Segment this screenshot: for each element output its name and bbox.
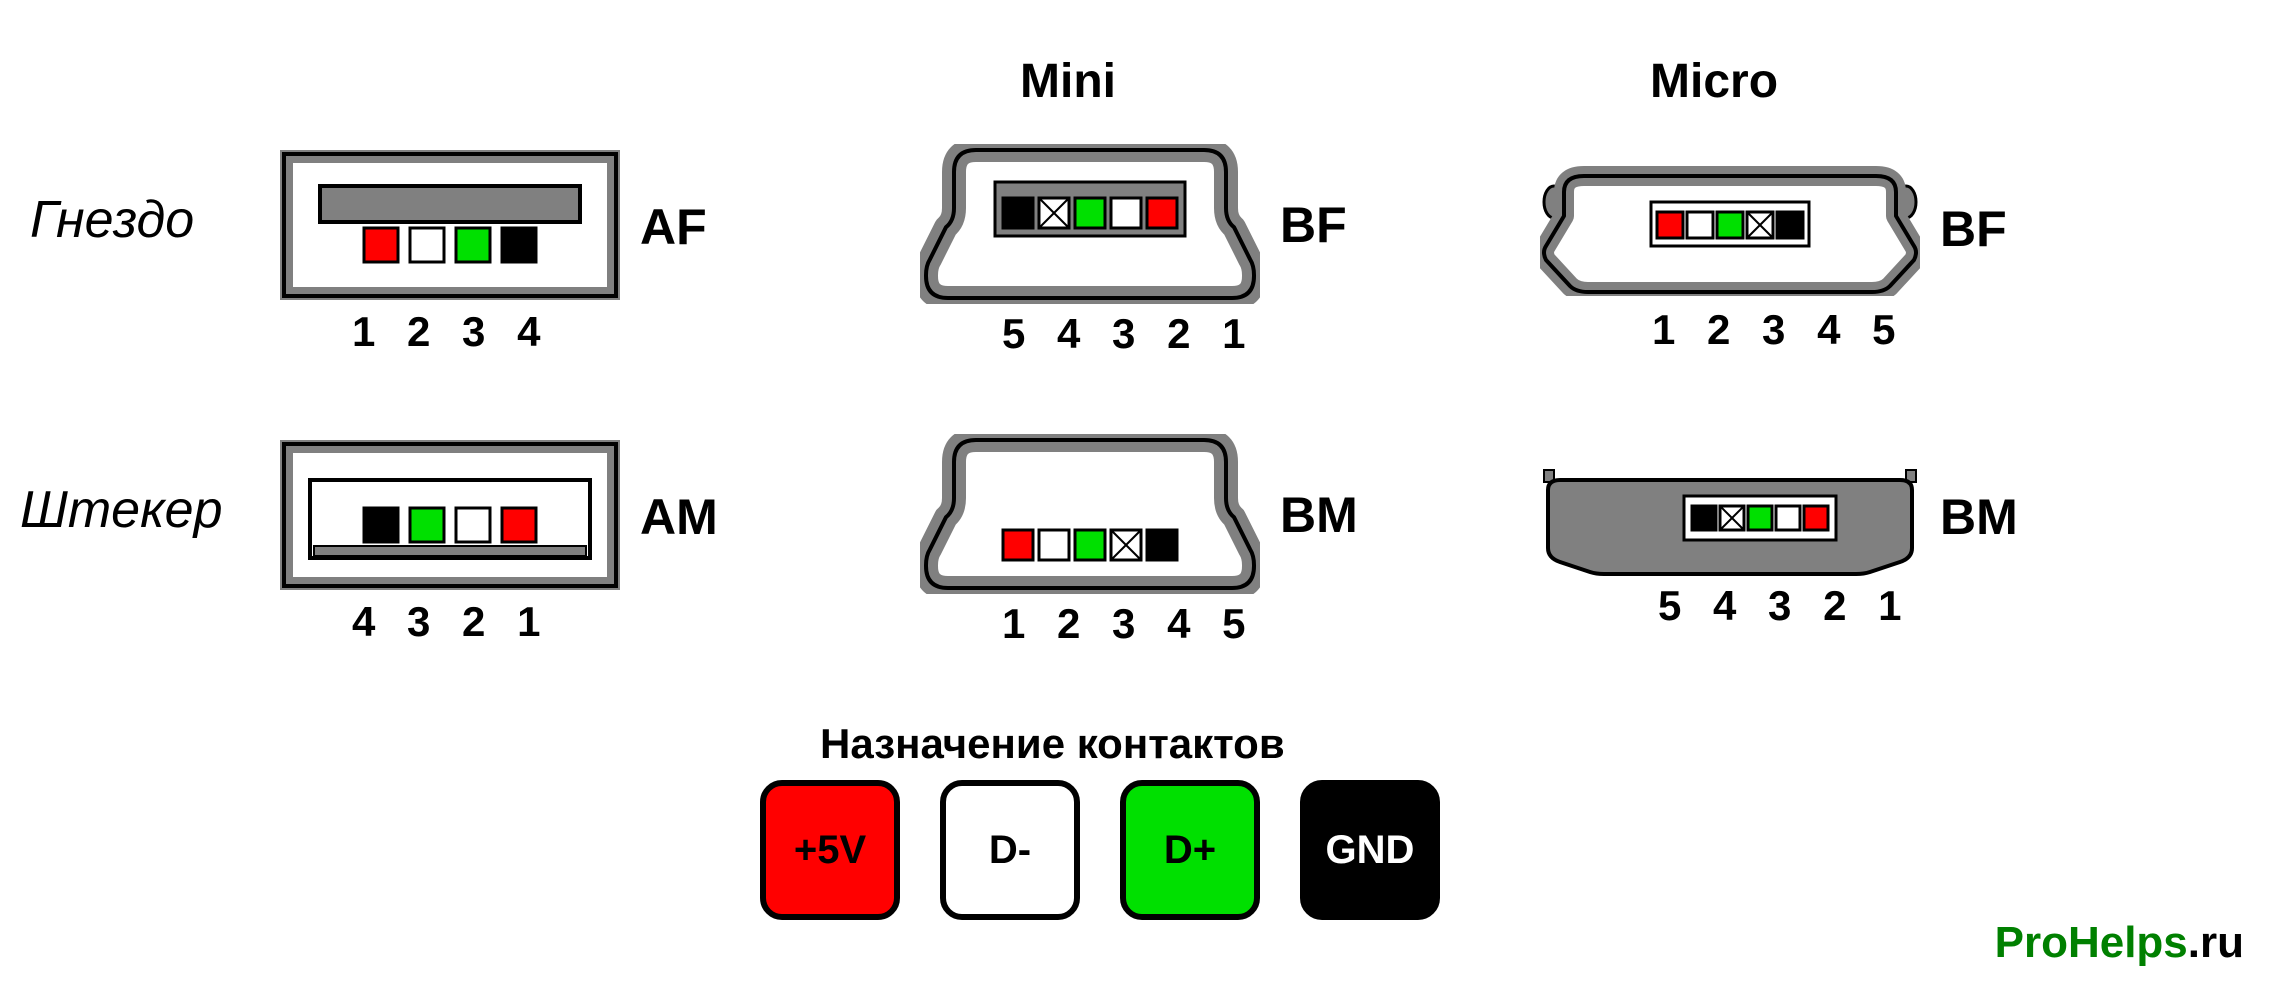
label-micro_bf: BF <box>1940 200 2007 258</box>
legend-item-plus5V: +5V <box>760 780 900 920</box>
connector-micro-bm <box>1540 458 1920 578</box>
row-label-plug: Штекер <box>20 480 223 540</box>
pins-mini_bf: 5 4 3 2 1 <box>1002 310 1255 358</box>
legend-title: Назначение контактов <box>820 720 1285 768</box>
connector-mini-bf <box>920 144 1260 304</box>
legend-item-Dplus: D+ <box>1120 780 1260 920</box>
legend-item-GND: GND <box>1300 780 1440 920</box>
connector-af <box>280 150 620 300</box>
pins-micro_bm: 5 4 3 2 1 <box>1658 582 1911 630</box>
header-micro: Micro <box>1650 54 1778 109</box>
row-label-socket: Гнездо <box>30 190 194 250</box>
pins-af: 1 2 3 4 <box>352 308 550 356</box>
header-mini: Mini <box>1020 54 1116 109</box>
watermark: ProHelps.ru <box>1995 918 2244 968</box>
label-mini_bf: BF <box>1280 196 1347 254</box>
pins-micro_bf: 1 2 3 4 5 <box>1652 306 1905 354</box>
label-am: AM <box>640 488 718 546</box>
pins-mini_bm: 1 2 3 4 5 <box>1002 600 1255 648</box>
label-micro_bm: BM <box>1940 488 2018 546</box>
connector-am <box>280 440 620 590</box>
pins-am: 4 3 2 1 <box>352 598 550 646</box>
label-af: AF <box>640 198 707 256</box>
connector-mini-bm <box>920 434 1260 594</box>
label-mini_bm: BM <box>1280 486 1358 544</box>
connector-micro-bf <box>1540 156 1920 296</box>
legend-item-Dminus: D- <box>940 780 1080 920</box>
